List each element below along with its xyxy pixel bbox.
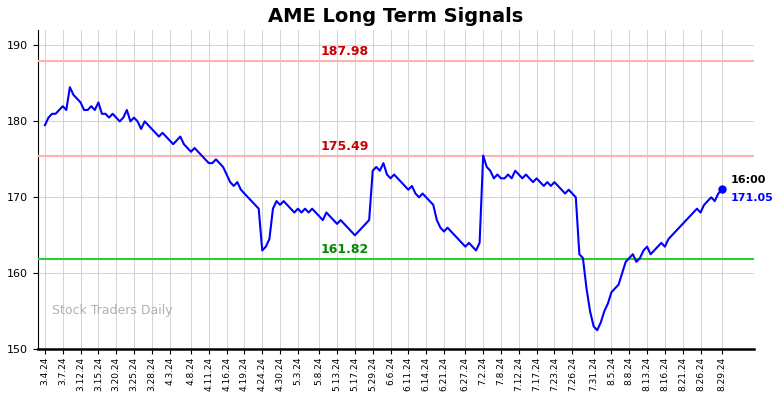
Text: 161.82: 161.82 [320, 244, 368, 256]
Title: AME Long Term Signals: AME Long Term Signals [268, 7, 524, 26]
Text: 16:00: 16:00 [731, 175, 766, 185]
Text: Stock Traders Daily: Stock Traders Daily [52, 304, 172, 317]
Text: 171.05: 171.05 [731, 193, 774, 203]
Text: 175.49: 175.49 [320, 140, 368, 152]
Text: 187.98: 187.98 [321, 45, 368, 58]
